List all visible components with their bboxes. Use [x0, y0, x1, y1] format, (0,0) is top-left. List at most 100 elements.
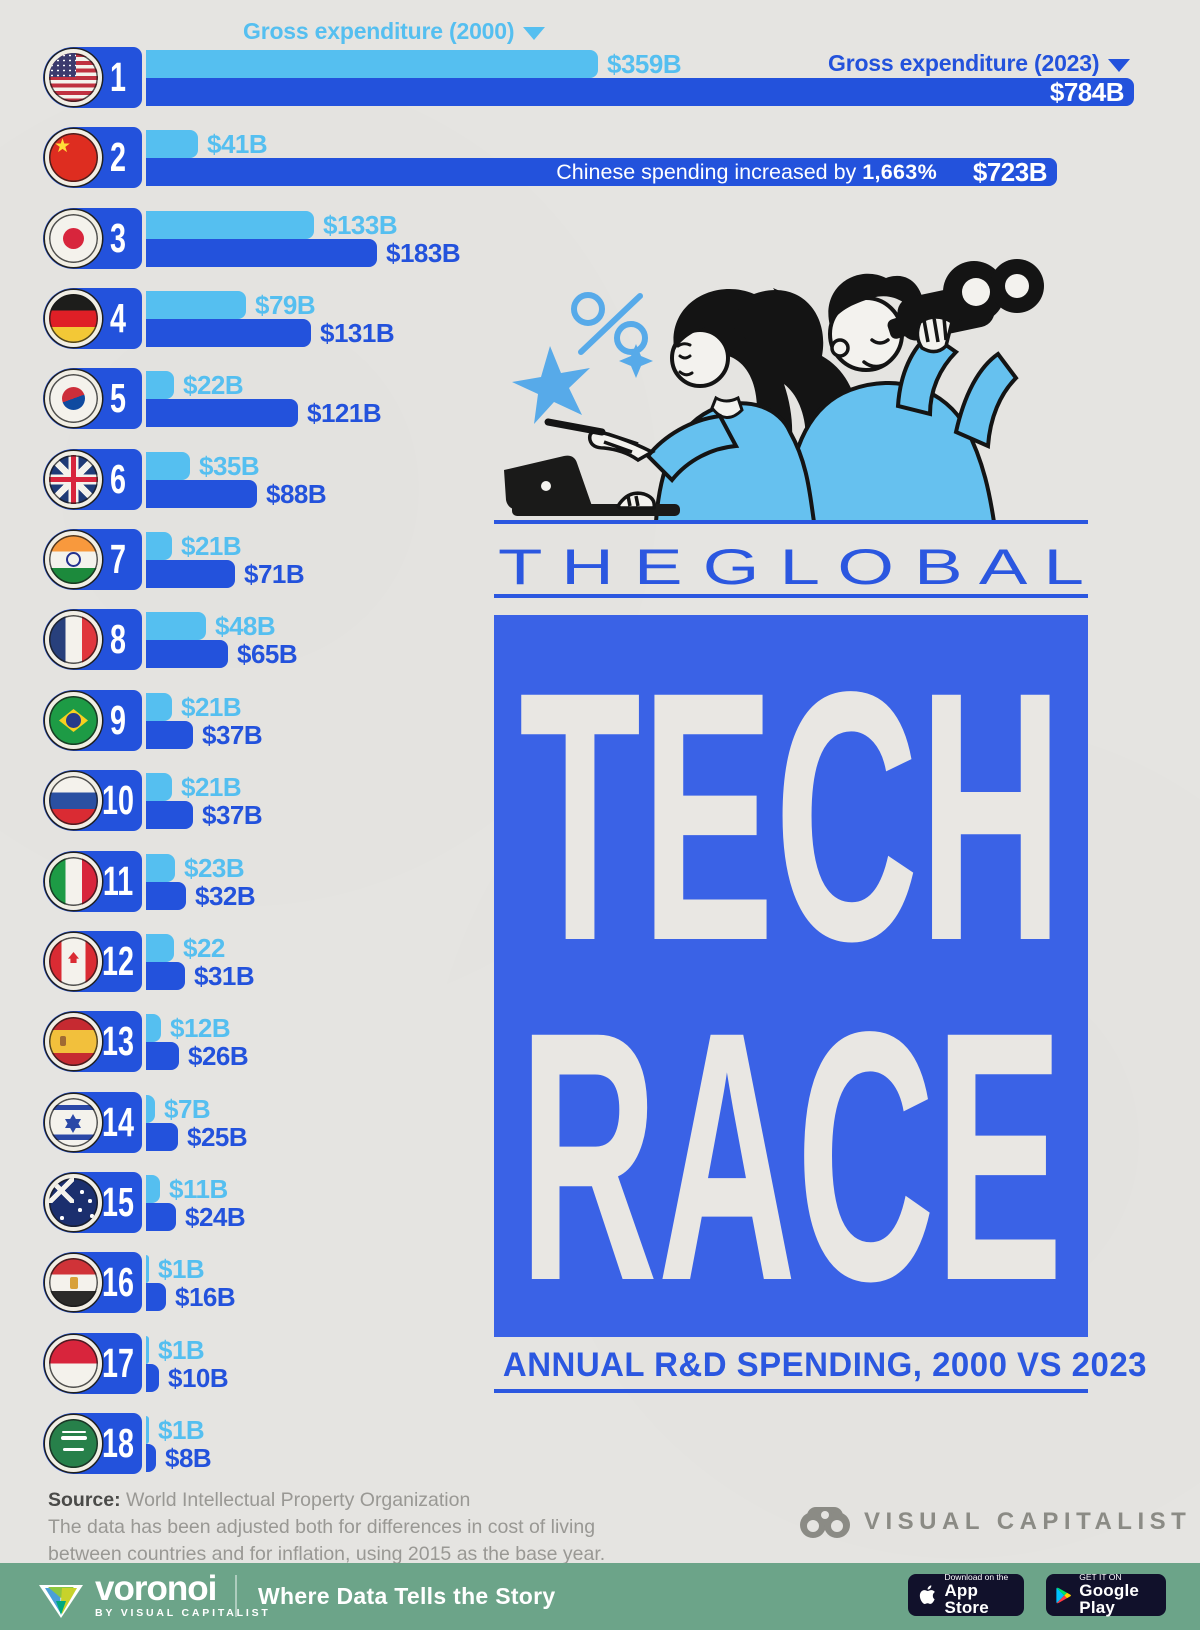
- rank-pill: 13: [43, 1011, 142, 1072]
- legend-2023-label: Gross expenditure (2023): [828, 50, 1100, 76]
- value-label-2000: $79B: [255, 290, 316, 320]
- rank-number: 8: [110, 616, 126, 662]
- bar-2023: [146, 1042, 179, 1070]
- rank-pill: 1: [43, 47, 142, 108]
- source-label: Source:: [48, 1489, 121, 1511]
- value-label-2023: $24B: [185, 1202, 246, 1232]
- value-label-2000: $21B: [181, 772, 242, 802]
- country-row-id: 17 $1B $10B: [0, 1333, 1200, 1394]
- rank-pill: 10: [43, 770, 142, 831]
- flag-au-icon: [45, 1174, 102, 1231]
- flag-cn-icon: [45, 129, 102, 186]
- legend-2000: Gross expenditure (2000): [243, 18, 546, 45]
- source-org: World Intellectual Property Organization: [120, 1489, 471, 1511]
- bar-2023: [146, 1444, 156, 1472]
- legend-2000-label: Gross expenditure (2000): [243, 18, 515, 44]
- bar-2023: [146, 158, 1057, 186]
- bar-2023: [146, 399, 298, 427]
- rank-number: 18: [102, 1420, 134, 1466]
- value-label-2000: $23B: [184, 853, 245, 883]
- chart-subtitle: ANNUAL R&D SPENDING, 2000 VS 2023: [502, 1346, 1147, 1384]
- value-label-2023: $16B: [175, 1282, 236, 1312]
- value-label-2023: $723B: [972, 157, 1048, 187]
- flag-eg-icon: [45, 1254, 102, 1311]
- tech-race-box: TECH RACE: [494, 615, 1088, 1337]
- flag-kr-icon: [45, 370, 102, 427]
- rank-pill: 16: [43, 1252, 142, 1313]
- bar-2023: [146, 239, 377, 267]
- bar-2023: [146, 560, 235, 588]
- google-play-icon: [1056, 1587, 1071, 1603]
- rank-number: 12: [102, 938, 134, 984]
- country-row-eg: 16 $1B $16B: [0, 1252, 1200, 1313]
- google-play-badge[interactable]: GET IT ON Google Play: [1046, 1572, 1166, 1617]
- rank-number: 15: [102, 1179, 134, 1225]
- value-label-2000: $35B: [199, 451, 260, 481]
- flag-de-icon: [45, 290, 102, 347]
- country-row-kr: 5 $22B $121B: [0, 368, 1200, 429]
- value-label-2000: $359B: [607, 49, 682, 79]
- china-growth-annotation: Chinese spending increased by 1,663%: [556, 160, 937, 184]
- bar-2000: [146, 854, 175, 882]
- voronoi-wordmark: voronoi: [95, 1569, 217, 1608]
- bar-2000: [146, 211, 314, 239]
- rank-pill: 3: [43, 208, 142, 269]
- flag-ru-icon: [45, 772, 102, 829]
- source-note-line1: The data has been adjusted both for diff…: [48, 1516, 596, 1538]
- rank-pill: 12: [43, 931, 142, 992]
- rank-pill: 9: [43, 690, 142, 751]
- value-label-2000: $1B: [158, 1335, 205, 1365]
- value-label-2000: $1B: [158, 1415, 205, 1445]
- bar-2000: [146, 693, 172, 721]
- voronoi-logo[interactable]: voronoi BY VISUAL CAPITALIST: [36, 1571, 271, 1621]
- country-row-de: 4 $79B $131B: [0, 288, 1200, 349]
- bar-2023: [146, 480, 257, 508]
- value-label-2023: $37B: [202, 800, 263, 830]
- value-label-2023: $37B: [202, 720, 263, 750]
- value-label-2000: $22: [183, 933, 225, 963]
- rule-bottom: [494, 1389, 1088, 1393]
- binoculars-icon: [887, 259, 1044, 341]
- value-label-2000: $41B: [207, 129, 268, 159]
- bar-2000: [146, 291, 246, 319]
- bar-2023: [146, 1123, 178, 1151]
- rank-pill: 18: [43, 1413, 142, 1474]
- country-row-in: 7 $21B $71B: [0, 529, 1200, 590]
- value-label-2000: $21B: [181, 692, 242, 722]
- voronoi-icon: [39, 1585, 83, 1618]
- bar-2023: [146, 319, 311, 347]
- source-note: Source: World Intellectual Property Orga…: [48, 1487, 605, 1568]
- bar-2023: [146, 1283, 166, 1311]
- woman-front-hair: [673, 304, 754, 352]
- flag-il-icon: [45, 1094, 102, 1151]
- triangle-down-icon: [1108, 58, 1131, 72]
- rank-number: 7: [110, 536, 126, 582]
- value-label-2023: $71B: [244, 559, 305, 589]
- value-label-2000: $7B: [164, 1094, 211, 1124]
- percent-icon: [571, 292, 648, 355]
- pen-icon: [544, 418, 606, 436]
- bar-2000: [146, 1095, 155, 1123]
- bar-2023: [146, 962, 185, 990]
- rank-number: 11: [102, 858, 134, 904]
- rank-pill: 2: [43, 127, 142, 188]
- footer-tagline: Where Data Tells the Story: [258, 1583, 556, 1609]
- star-icon: [512, 346, 590, 424]
- flag-jp-icon: [45, 210, 102, 267]
- value-label-2023: $121B: [307, 398, 382, 428]
- rank-number: 14: [102, 1099, 134, 1145]
- voronoi-subtitle: BY VISUAL CAPITALIST: [95, 1607, 271, 1619]
- bar-2000: [146, 1014, 161, 1042]
- kicker-text: T H E G L O B A L: [498, 539, 1084, 595]
- apple-icon: [919, 1585, 935, 1604]
- kicker: T H E G L O B A L: [498, 539, 1084, 595]
- rank-pill: 8: [43, 609, 142, 670]
- app-store-badge[interactable]: Download on the App Store: [908, 1572, 1024, 1617]
- bar-2000: [146, 1255, 149, 1283]
- bar-2000: [146, 532, 172, 560]
- man-arm-right: [953, 351, 1019, 449]
- bar-2023: [146, 721, 193, 749]
- bar-2023: [146, 801, 193, 829]
- title-word-tech: TECH: [519, 629, 1063, 1015]
- flag-it-icon: [45, 853, 102, 910]
